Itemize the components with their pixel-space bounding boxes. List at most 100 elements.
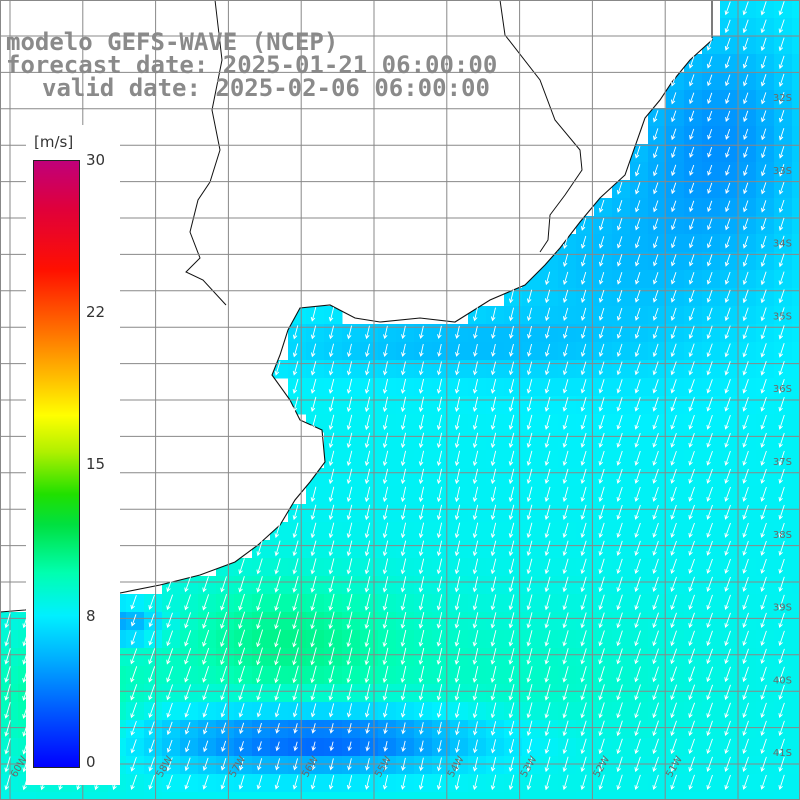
wind-arrow: [382, 611, 389, 629]
wind-speed-cell: [432, 792, 451, 800]
wind-speed-cell: [504, 630, 523, 649]
wind-arrow: [544, 343, 551, 357]
wind-speed-cell: [396, 360, 415, 379]
wind-speed-cell: [414, 756, 433, 775]
wind-speed-cell: [756, 414, 775, 433]
wind-arrow: [688, 486, 695, 502]
wind-speed-cell: [792, 342, 800, 361]
wind-arrow: [256, 775, 263, 790]
wind-speed-cell: [342, 702, 361, 721]
wind-arrow: [778, 217, 785, 231]
wind-arrow: [706, 612, 713, 628]
wind-speed-cell: [576, 558, 595, 577]
wind-arrow: [526, 612, 533, 629]
wind-arrow: [454, 540, 461, 557]
wind-arrow: [743, 92, 749, 105]
wind-speed-cell: [666, 558, 685, 577]
wind-arrow: [562, 271, 569, 286]
wind-speed-cell: [324, 702, 343, 721]
wind-speed-cell: [702, 702, 721, 721]
wind-speed-cell: [378, 666, 397, 685]
wind-speed-cell: [648, 630, 667, 649]
wind-speed-cell: [126, 738, 145, 757]
wind-speed-cell: [702, 126, 721, 145]
wind-arrow: [760, 468, 767, 484]
wind-arrow: [616, 630, 623, 647]
wind-speed-cell: [450, 756, 469, 775]
wind-speed-cell: [666, 684, 685, 703]
wind-arrow: [472, 594, 479, 611]
wind-arrow: [598, 236, 605, 249]
wind-speed-cell: [630, 414, 649, 433]
wind-speed-cell: [396, 486, 415, 505]
wind-arrow: [364, 540, 371, 557]
wind-speed-cell: [180, 720, 199, 739]
wind-arrow: [562, 325, 569, 339]
wind-arrow: [437, 740, 442, 753]
wind-arrow: [724, 307, 731, 322]
wind-speed-cell: [324, 558, 343, 577]
wind-speed-cell: [756, 792, 775, 800]
wind-arrow: [455, 739, 460, 754]
wind-arrow: [688, 504, 695, 520]
wind-speed-cell: [72, 792, 91, 800]
wind-arrow: [382, 665, 389, 684]
wind-arrow: [724, 271, 731, 285]
wind-speed-cell: [324, 720, 343, 739]
wind-speed-cell: [684, 360, 703, 379]
wind-arrow: [454, 684, 461, 701]
wind-arrow: [238, 647, 246, 666]
wind-speed-cell: [774, 576, 793, 595]
wind-arrow: [472, 757, 479, 772]
wind-arrow: [634, 594, 641, 611]
wind-speed-cell: [720, 252, 739, 271]
wind-speed-cell: [720, 576, 739, 595]
wind-arrow: [130, 739, 137, 754]
wind-speed-cell: [630, 162, 649, 181]
wind-arrow: [526, 361, 533, 376]
wind-arrow: [544, 289, 551, 304]
wind-arrow: [670, 666, 678, 683]
wind-speed-cell: [504, 378, 523, 397]
wind-speed-cell: [216, 648, 235, 667]
wind-arrow: [760, 74, 767, 87]
wind-speed-cell: [180, 738, 199, 757]
wind-speed-cell: [720, 666, 739, 685]
wind-arrow: [706, 666, 714, 683]
wind-speed-cell: [684, 522, 703, 541]
wind-arrow: [616, 414, 623, 430]
wind-speed-cell: [738, 18, 757, 37]
wind-arrow: [706, 397, 713, 412]
wind-speed-cell: [468, 774, 487, 793]
wind-arrow: [616, 397, 623, 412]
wind-speed-cell: [522, 558, 541, 577]
wind-speed-cell: [756, 720, 775, 739]
wind-speed-cell: [378, 720, 397, 739]
wind-arrow: [238, 684, 245, 701]
wind-speed-cell: [306, 360, 325, 379]
wind-arrow: [274, 629, 281, 648]
wind-speed-cell: [648, 558, 667, 577]
wind-arrow: [527, 343, 533, 357]
wind-speed-cell: [684, 702, 703, 721]
wind-arrow: [688, 379, 695, 394]
wind-speed-cell: [702, 72, 721, 91]
wind-speed-cell: [558, 324, 577, 343]
wind-speed-cell: [468, 324, 487, 343]
wind-speed-cell: [324, 306, 343, 325]
wind-speed-cell: [666, 792, 685, 800]
wind-speed-cell: [702, 522, 721, 541]
wind-arrow: [472, 522, 479, 539]
wind-arrow: [670, 414, 677, 430]
wind-speed-cell: [666, 306, 685, 325]
wind-arrow: [598, 576, 605, 593]
wind-arrow: [454, 432, 461, 449]
wind-arrow: [472, 450, 479, 467]
wind-arrow: [490, 702, 497, 719]
wind-speed-cell: [378, 774, 397, 793]
wind-speed-cell: [180, 648, 199, 667]
wind-speed-cell: [738, 540, 757, 559]
wind-arrow: [544, 307, 551, 322]
wind-speed-cell: [756, 126, 775, 145]
